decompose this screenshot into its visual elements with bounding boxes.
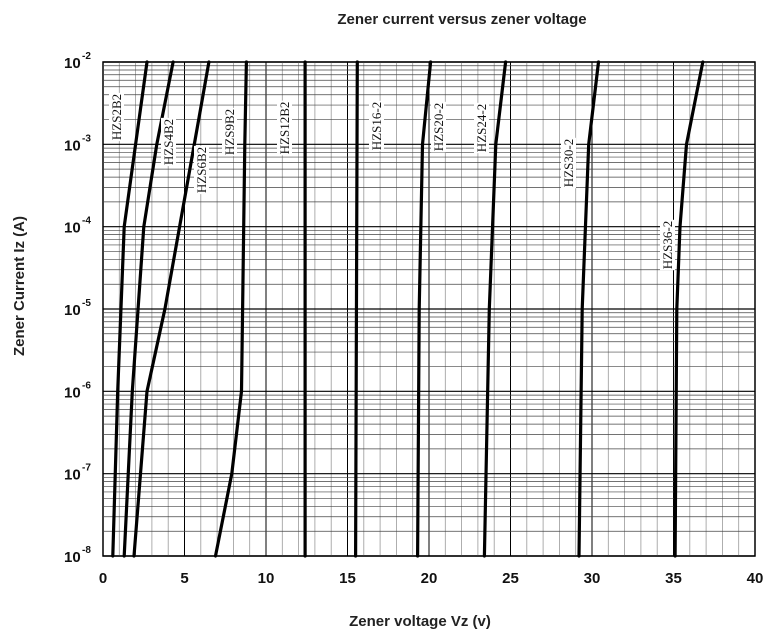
series-label-backdrop	[369, 100, 384, 152]
series-label-hzs2b2: HZS2B2	[109, 94, 124, 140]
series-line-hzs24-2	[482, 60, 508, 558]
series-label-backdrop	[161, 117, 176, 167]
series-label-hzs12b2: HZS12B2	[277, 102, 292, 155]
series-line-hzs6b2	[132, 60, 211, 558]
y-tick-label: 10	[64, 55, 81, 72]
grid	[102, 61, 756, 557]
y-tick-label: 10	[64, 220, 81, 237]
y-tick-label: 10	[64, 384, 81, 401]
y-tick-label: 10	[64, 549, 81, 566]
x-tick-label: 40	[747, 570, 764, 587]
series-label-hzs6b2: HZS6B2	[194, 147, 209, 193]
chart-title: Zener current versus zener voltage	[337, 11, 586, 28]
y-tick-label: 10	[64, 137, 81, 154]
x-tick-label: 35	[665, 570, 682, 587]
series-line-hzs9b2	[213, 60, 248, 558]
x-tick-label: 0	[99, 570, 107, 587]
y-tick-exponent: -8	[82, 545, 91, 556]
x-tick-label: 10	[258, 570, 275, 587]
series-label-backdrop	[660, 219, 675, 271]
series-label-hzs20-2: HZS20-2	[431, 103, 446, 151]
y-tick-exponent: -4	[82, 216, 91, 227]
x-axis-label: Zener voltage Vz (v)	[349, 613, 491, 630]
y-tick-label: 10	[64, 467, 81, 484]
series-label-hzs30-2: HZS30-2	[561, 139, 576, 187]
x-tick-label: 5	[180, 570, 188, 587]
series-label-backdrop	[561, 137, 576, 189]
series-label-backdrop	[222, 107, 237, 157]
series-line-hzs20-2	[416, 60, 433, 558]
series-label-hzs24-2: HZS24-2	[474, 104, 489, 152]
y-tick-exponent: -6	[82, 380, 91, 391]
series-label-backdrop	[474, 102, 489, 154]
y-axis-ticks: 10-810-710-610-510-410-310-2	[64, 51, 91, 566]
series-label-hzs16-2: HZS16-2	[369, 102, 384, 150]
series-label-hzs4b2: HZS4B2	[161, 119, 176, 165]
x-tick-label: 20	[421, 570, 438, 587]
series-line-hzs2b2	[111, 60, 149, 558]
y-tick-exponent: -2	[82, 51, 91, 62]
x-axis-ticks: 0 5 10 15 20 25 30 35 40	[99, 570, 764, 587]
x-tick-label: 25	[502, 570, 519, 587]
y-tick-exponent: -5	[82, 298, 91, 309]
x-tick-label: 15	[339, 570, 356, 587]
series-line-hzs4b2	[122, 60, 175, 558]
series-label-backdrop	[194, 145, 209, 195]
series-line-hzs30-2	[577, 60, 601, 558]
series-label-backdrop	[277, 100, 292, 156]
y-tick-exponent: -7	[82, 463, 91, 474]
series-label-backdrop	[109, 92, 124, 142]
series-line-hzs36-2	[673, 60, 705, 558]
y-tick-label: 10	[64, 302, 81, 319]
series-label-hzs36-2: HZS36-2	[660, 221, 675, 269]
series-lines	[111, 60, 705, 558]
series-line-hzs16-2	[354, 60, 359, 558]
series-label-hzs9b2: HZS9B2	[222, 109, 237, 155]
y-axis-label: Zener Current Iz (A)	[11, 216, 28, 356]
x-tick-label: 30	[584, 570, 601, 587]
series-labels: HZS2B2 HZS4B2 HZS6B2 HZS9B2 HZS12B2 HZS16-2 HZ…	[109, 92, 675, 271]
series-label-backdrop	[431, 101, 446, 153]
y-tick-exponent: -3	[82, 133, 91, 144]
